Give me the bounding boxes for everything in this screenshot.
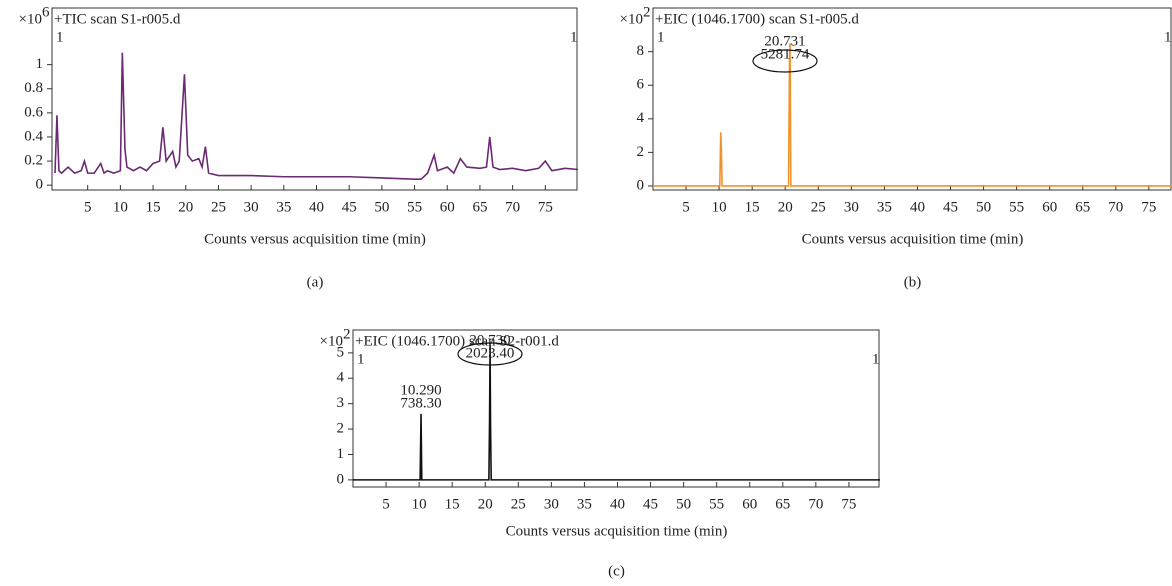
x-tick-label: 70 (1108, 199, 1123, 215)
y-tick-label: 0 (337, 471, 345, 487)
data-line (54, 52, 579, 180)
y-unit: ×10 (620, 11, 643, 27)
x-tick-label: 55 (407, 199, 422, 215)
y-tick-label: 5 (337, 344, 345, 360)
x-tick-label: 30 (544, 496, 559, 512)
x-tick-label: 40 (309, 199, 324, 215)
x-tick-label: 60 (742, 496, 757, 512)
x-tick-label: 30 (844, 199, 859, 215)
data-line (653, 43, 1172, 187)
x-tick-label: 60 (440, 199, 455, 215)
y-tick-label: 0 (36, 177, 44, 193)
corner-mark: 1 (570, 29, 578, 45)
x-tick-label: 15 (445, 496, 460, 512)
y-tick-label: 0 (637, 177, 645, 193)
chart-title: +EIC (1046.1700) scan S1-r005.d (655, 11, 859, 27)
x-tick-label: 20 (178, 199, 193, 215)
peak-annotation: 5281.74 (761, 46, 810, 62)
x-tick-label: 20 (478, 496, 493, 512)
y-tick-label: 4 (637, 110, 645, 126)
x-tick-label: 25 (211, 199, 226, 215)
corner-mark: 1 (357, 351, 365, 367)
x-tick-label: 5 (84, 199, 92, 215)
x-tick-label: 55 (709, 496, 724, 512)
x-tick-label: 40 (910, 199, 925, 215)
y-tick-label: 6 (637, 77, 645, 93)
y-tick-label: 8 (637, 43, 645, 59)
y-tick-label: 0.8 (24, 80, 43, 96)
x-tick-label: 75 (1141, 199, 1156, 215)
y-tick-label: 4 (337, 370, 345, 386)
y-tick-label: 2 (337, 421, 345, 437)
peak-annotation: 20.731 (764, 33, 805, 49)
x-tick-label: 25 (811, 199, 826, 215)
x-tick-label: 70 (505, 199, 520, 215)
x-tick-label: 65 (775, 496, 790, 512)
x-tick-label: 50 (976, 199, 991, 215)
corner-mark: 1 (56, 29, 64, 45)
x-tick-label: 30 (244, 199, 259, 215)
corner-mark: 1 (872, 351, 880, 367)
x-tick-label: 75 (538, 199, 553, 215)
y-tick-label: 0.6 (24, 104, 43, 120)
x-tick-label: 35 (877, 199, 892, 215)
y-tick-label: 0.2 (24, 153, 43, 169)
plot-frame (652, 7, 1172, 191)
y-unit-exp: 2 (643, 4, 651, 20)
chart-title: +TIC scan S1-r005.d (54, 11, 181, 27)
y-tick-label: 1 (337, 446, 345, 462)
x-tick-label: 55 (1009, 199, 1024, 215)
x-axis-label: Counts versus acquisition time (min) (506, 523, 728, 539)
x-tick-label: 5 (382, 496, 390, 512)
panel-label: (a) (307, 274, 324, 290)
x-tick-label: 25 (511, 496, 526, 512)
chart-title: +EIC (1046.1700) scan S2-r001.d (355, 333, 559, 349)
x-tick-label: 5 (682, 199, 690, 215)
x-tick-label: 65 (472, 199, 487, 215)
y-tick-label: 3 (337, 395, 345, 411)
corner-mark: 1 (1164, 29, 1172, 45)
data-line (353, 345, 880, 481)
plot-frame (51, 7, 578, 191)
x-tick-label: 15 (745, 199, 760, 215)
x-tick-label: 50 (374, 199, 389, 215)
y-unit-exp: 2 (343, 326, 351, 342)
panel-label: (b) (904, 274, 922, 290)
peak-annotation: 2023.40 (466, 345, 515, 361)
y-unit-exp: 6 (42, 4, 50, 20)
x-tick-label: 60 (1042, 199, 1057, 215)
x-tick-label: 45 (643, 496, 658, 512)
panel-label: (c) (608, 563, 625, 579)
x-tick-label: 45 (943, 199, 958, 215)
y-tick-label: 2 (637, 144, 645, 160)
x-tick-label: 45 (342, 199, 357, 215)
x-tick-label: 10 (113, 199, 128, 215)
x-tick-label: 50 (676, 496, 691, 512)
x-tick-label: 10 (412, 496, 427, 512)
peak-annotation: 738.30 (400, 395, 441, 411)
peak-annotation: 10.290 (400, 382, 441, 398)
x-axis-label: Counts versus acquisition time (min) (802, 231, 1024, 247)
peak-annotation: 20.730 (469, 332, 510, 348)
y-tick-label: 1 (36, 56, 44, 72)
x-tick-label: 15 (146, 199, 161, 215)
annotation-ellipse (457, 342, 523, 366)
x-tick-label: 75 (841, 496, 856, 512)
y-tick-label: 0.4 (24, 128, 43, 144)
plot-frame (352, 329, 880, 488)
corner-mark: 1 (657, 29, 665, 45)
x-tick-label: 65 (1075, 199, 1090, 215)
x-tick-label: 10 (712, 199, 727, 215)
annotation-ellipse (752, 49, 818, 73)
x-tick-label: 70 (808, 496, 823, 512)
x-tick-label: 35 (577, 496, 592, 512)
y-unit: ×10 (19, 11, 42, 27)
x-tick-label: 35 (276, 199, 291, 215)
x-axis-label: Counts versus acquisition time (min) (204, 231, 426, 247)
y-unit: ×10 (320, 333, 343, 349)
x-tick-label: 20 (778, 199, 793, 215)
x-tick-label: 40 (610, 496, 625, 512)
